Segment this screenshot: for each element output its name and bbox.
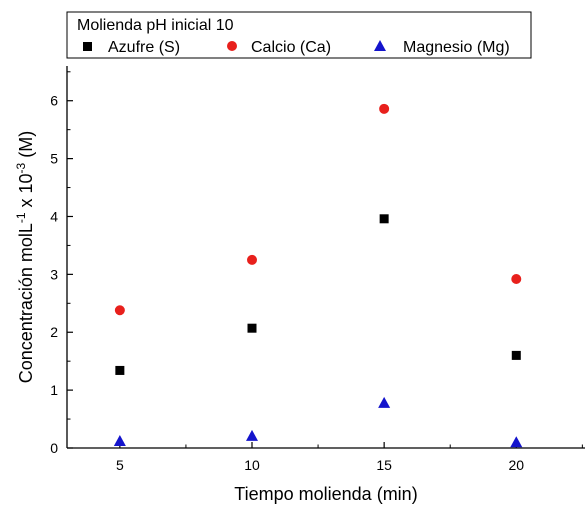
x-tick-label: 15 bbox=[376, 457, 392, 473]
y-ticks: 0 1 2 3 4 5 6 bbox=[50, 71, 73, 456]
y-axis-title-prefix: Concentración molL bbox=[16, 223, 36, 383]
y-tick-label: 2 bbox=[50, 324, 58, 340]
legend-marker-calcio bbox=[227, 41, 237, 51]
y-tick-label: 0 bbox=[50, 440, 58, 456]
y-axis-title-mid: x 10 bbox=[16, 173, 36, 212]
y-axis-title-sup2: -3 bbox=[14, 162, 28, 173]
legend-label-magnesio: Magnesio (Mg) bbox=[403, 39, 510, 56]
x-tick-label: 5 bbox=[116, 457, 124, 473]
data-point-magnesio bbox=[113, 435, 126, 447]
legend-marker-azufre bbox=[83, 42, 92, 51]
y-axis-title: Concentración molL-1 x 10-3 (M) bbox=[14, 131, 36, 383]
x-tick-label: 10 bbox=[244, 457, 260, 473]
x-tick-label: 20 bbox=[508, 457, 524, 473]
data-point-azufre bbox=[115, 365, 125, 375]
y-tick-label: 3 bbox=[50, 266, 58, 282]
legend-marker-magnesio bbox=[374, 40, 386, 51]
legend: Molienda pH inicial 10 Azufre (S) Calcio… bbox=[66, 11, 532, 59]
data-point-azufre bbox=[379, 214, 389, 224]
legend-label-calcio: Calcio (Ca) bbox=[251, 39, 331, 56]
data-point-magnesio bbox=[378, 396, 391, 408]
y-tick-label: 1 bbox=[50, 382, 58, 398]
data-point-azufre bbox=[511, 350, 521, 360]
y-tick-label: 5 bbox=[50, 151, 58, 167]
data-point-magnesio bbox=[246, 429, 258, 441]
legend-box bbox=[66, 11, 532, 59]
x-axis-title: Tiempo molienda (min) bbox=[234, 484, 417, 504]
data-point-azufre bbox=[247, 323, 257, 333]
data-point-calcio bbox=[511, 273, 522, 284]
y-axis-title-suffix: (M) bbox=[16, 131, 36, 163]
data-point-magnesio bbox=[510, 436, 523, 448]
legend-title: Molienda pH inicial 10 bbox=[77, 17, 234, 34]
y-tick-label: 4 bbox=[50, 208, 58, 224]
legend-label-azufre: Azufre (S) bbox=[108, 39, 180, 56]
y-axis-title-sup1: -1 bbox=[14, 212, 28, 223]
y-tick-label: 6 bbox=[50, 93, 58, 109]
data-point-calcio bbox=[247, 254, 257, 265]
data-point-calcio bbox=[379, 103, 390, 114]
data-points bbox=[113, 103, 523, 448]
data-point-calcio bbox=[114, 305, 125, 316]
